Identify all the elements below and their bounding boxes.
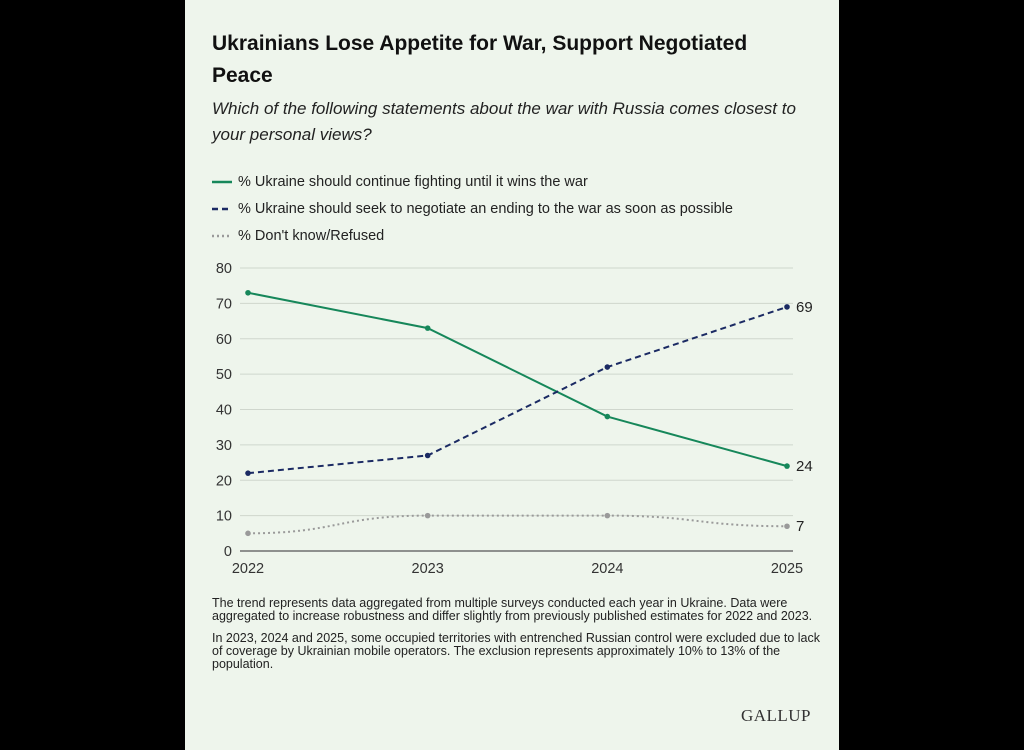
data-point [604,413,611,420]
end-value-label: 69 [796,299,813,316]
legend-item-negotiate: % Ukraine should seek to negotiate an en… [212,195,812,222]
data-point [424,325,431,331]
data-point [424,512,431,519]
legend-swatch-dashed [212,207,232,210]
series-line-2 [247,514,788,535]
data-point [245,530,251,537]
chart-title: Ukrainians Lose Appetite for War, Suppor… [212,32,748,87]
series-line-0 [247,291,788,468]
data-point [245,289,251,296]
y-tick-label: 0 [224,544,232,560]
data-point [784,304,790,310]
x-tick-label: 2024 [591,561,623,577]
legend-swatch-dotted [212,234,232,237]
y-tick-label: 30 [216,438,232,454]
legend-label: % Don't know/Refused [238,227,385,244]
data-point [424,452,431,459]
gallup-logo: GALLUP [740,706,811,725]
legend-swatch-solid [212,180,232,183]
footnote: The trend represents data aggregated fro… [212,596,813,623]
y-tick-label: 20 [216,473,232,489]
data-point [604,512,611,519]
x-tick-label: 2022 [232,561,264,577]
legend: % Ukraine should continue fighting until… [212,168,812,249]
footnote: In 2023, 2024 and 2025, some occupied te… [212,631,821,671]
data-point [245,470,251,476]
x-tick-label: 2023 [412,561,444,577]
y-tick-label: 60 [216,332,232,348]
legend-item-fight: % Ukraine should continue fighting until… [212,168,812,195]
data-point [784,463,790,469]
footnotes: The trend represents data aggregated fro… [212,597,822,680]
x-tick-label: 2025 [771,561,803,577]
legend-item-dontknow: % Don't know/Refused [212,222,812,249]
legend-label: % Ukraine should continue fighting until… [238,173,588,190]
series-line-1 [247,305,788,475]
chart-panel: Ukrainians Lose Appetite for War, Suppor… [185,0,839,750]
end-value-label: 7 [796,518,804,535]
y-tick-label: 70 [216,296,232,312]
legend-label: % Ukraine should seek to negotiate an en… [238,200,733,217]
data-point [784,523,790,530]
y-tick-label: 50 [216,367,232,383]
y-tick-label: 10 [216,509,232,525]
line-chart: 0 10 20 30 40 50 60 70 80 2022 2023 2024 2025 24 69 7 [216,261,813,577]
y-tick-label: 40 [216,403,232,419]
y-tick-label: 80 [216,261,232,277]
chart-subtitle: Which of the following statements about … [212,99,796,144]
end-value-label: 24 [796,458,813,475]
data-point [604,364,611,370]
